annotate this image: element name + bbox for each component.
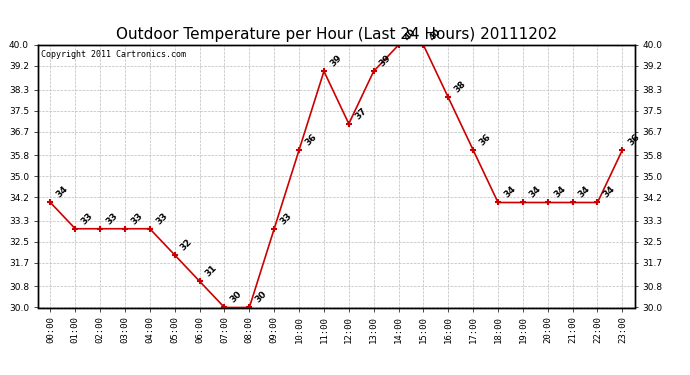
Text: 31: 31 — [204, 263, 219, 279]
Text: 34: 34 — [502, 184, 518, 200]
Text: 34: 34 — [55, 184, 70, 200]
Text: 40: 40 — [428, 27, 443, 42]
Text: 38: 38 — [453, 80, 468, 95]
Text: 33: 33 — [154, 211, 169, 226]
Text: Copyright 2011 Cartronics.com: Copyright 2011 Cartronics.com — [41, 50, 186, 59]
Title: Outdoor Temperature per Hour (Last 24 Hours) 20111202: Outdoor Temperature per Hour (Last 24 Ho… — [116, 27, 557, 42]
Text: 37: 37 — [353, 106, 368, 121]
Text: 30: 30 — [228, 290, 244, 305]
Text: 33: 33 — [79, 211, 95, 226]
Text: 39: 39 — [328, 53, 344, 69]
Text: 30: 30 — [253, 290, 268, 305]
Text: 34: 34 — [552, 184, 567, 200]
Text: 36: 36 — [477, 132, 493, 147]
Text: 34: 34 — [527, 184, 542, 200]
Text: 36: 36 — [303, 132, 319, 147]
Text: 40: 40 — [403, 27, 418, 42]
Text: 33: 33 — [104, 211, 119, 226]
Text: 33: 33 — [278, 211, 293, 226]
Text: 34: 34 — [577, 184, 592, 200]
Text: 32: 32 — [179, 237, 194, 252]
Text: 36: 36 — [627, 132, 642, 147]
Text: 33: 33 — [129, 211, 144, 226]
Text: 39: 39 — [378, 53, 393, 69]
Text: 34: 34 — [602, 184, 617, 200]
